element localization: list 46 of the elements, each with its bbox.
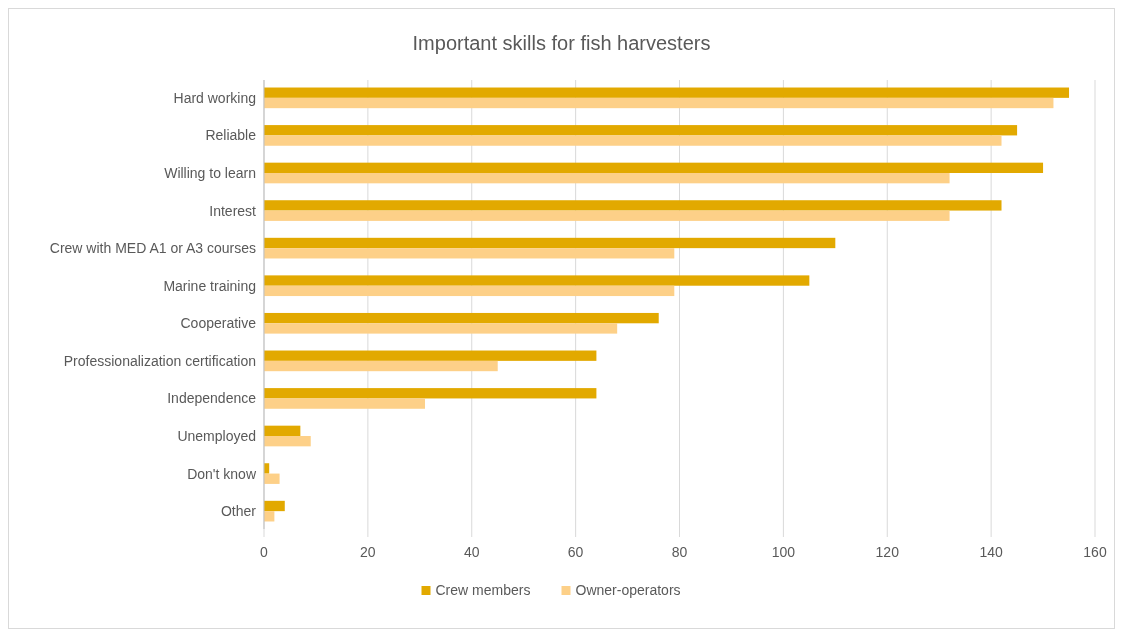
bar — [264, 360, 498, 372]
bar — [264, 425, 301, 437]
bar — [264, 436, 311, 447]
bar — [264, 323, 618, 334]
y-tick-label: Hard working — [173, 89, 256, 106]
bar — [264, 200, 1002, 211]
bar — [264, 248, 675, 259]
legend-label: Owner-operators — [575, 582, 681, 598]
legend-label: Crew members — [435, 582, 531, 598]
y-tick-label: Unemployed — [177, 428, 256, 445]
y-tick-label: Cooperative — [180, 315, 257, 332]
x-tick-label: 80 — [671, 544, 688, 560]
bar — [264, 312, 659, 324]
y-tick-label: Other — [220, 503, 257, 520]
y-tick-label: Reliable — [205, 127, 257, 144]
bar — [264, 125, 1018, 136]
bar — [264, 162, 1044, 173]
x-tick-label: 20 — [360, 544, 376, 560]
bar — [264, 97, 1054, 109]
y-tick-label: Professionalization certification — [63, 352, 256, 369]
bar — [264, 87, 1070, 98]
bar — [264, 210, 950, 221]
x-tick-label: 0 — [260, 544, 269, 560]
x-tick-label: 60 — [567, 544, 584, 560]
x-tick-label: 40 — [463, 544, 480, 560]
x-tick-label: 160 — [1083, 544, 1107, 560]
bar — [264, 388, 597, 399]
bar — [264, 237, 836, 249]
y-tick-label: Crew with MED A1 or A3 courses — [49, 240, 256, 257]
bar — [264, 350, 597, 361]
bar — [264, 473, 280, 484]
x-tick-label: 100 — [771, 544, 796, 560]
x-tick-label: 120 — [875, 544, 900, 560]
bar — [264, 135, 1002, 146]
bar — [264, 500, 285, 512]
y-tick-label: Marine training — [163, 277, 256, 294]
bar — [264, 285, 675, 297]
y-tick-label: Don't know — [187, 465, 257, 482]
y-tick-label: Willing to learn — [164, 164, 256, 181]
y-tick-label: Interest — [209, 202, 257, 219]
bar — [264, 172, 950, 184]
chart-title: Important skills for fish harvesters — [412, 32, 711, 54]
x-tick-label: 140 — [979, 544, 1004, 560]
y-tick-label: Independence — [167, 390, 257, 407]
bar — [264, 275, 810, 286]
bar — [264, 398, 426, 409]
